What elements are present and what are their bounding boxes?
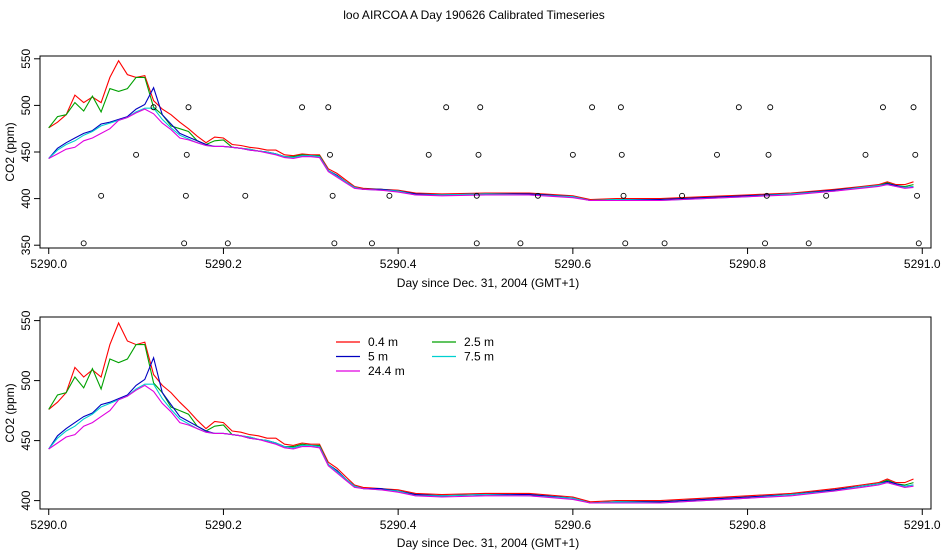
- scatter-point: [912, 151, 919, 158]
- x-tick-label: 5290.0: [30, 257, 67, 271]
- axis-ticks-bottom: 5290.0 5290.2 5290.4 5290.6 5290.8 5291.0 400 4…: [19, 310, 941, 532]
- scatter-point: [517, 240, 524, 247]
- scatter-point: [620, 192, 627, 199]
- series-line-24-4-m: [48, 384, 914, 504]
- scatter-point: [329, 192, 336, 199]
- scatter-point: [915, 240, 922, 247]
- scatter-point: [475, 151, 482, 158]
- chart-panel-top: CO2 (ppm) Day since Dec. 31, 2004 (GMT+1…: [3, 48, 941, 290]
- y-tick-label: 450: [19, 430, 33, 450]
- y-tick-label: 550: [19, 310, 33, 330]
- scatter-point: [767, 104, 774, 111]
- scatter-point: [679, 192, 685, 199]
- x-tick-label: 5290.0: [30, 518, 67, 532]
- scatter-point: [242, 192, 249, 199]
- y-tick-label: 500: [19, 370, 33, 390]
- series-line-0-4-m: [48, 321, 914, 503]
- x-tick-label: 5290.8: [729, 257, 766, 271]
- scatter-point: [182, 192, 189, 199]
- scatter-point: [185, 104, 192, 111]
- legend-label: 2.5 m: [464, 335, 494, 349]
- figure-title: loo AIRCOA A Day 190626 Calibrated Times…: [343, 8, 604, 22]
- scatter-point: [473, 240, 480, 247]
- scatter-point: [880, 104, 886, 111]
- plot-frame-top: [39, 55, 932, 249]
- scatter-point: [386, 192, 393, 199]
- scatter-points-top: [80, 104, 922, 247]
- plot-frame-bottom: [39, 316, 932, 510]
- series-line-2-5-m: [48, 344, 914, 504]
- chart-panel-bottom: CO2 (ppm) Day since Dec. 31, 2004 (GMT+1…: [3, 310, 941, 550]
- y-tick-label: 550: [19, 48, 33, 68]
- x-tick-label: 5290.6: [555, 518, 592, 532]
- scatter-point: [477, 104, 484, 111]
- series-line-0-4-m: [48, 59, 914, 201]
- scatter-point: [589, 104, 596, 111]
- scatter-point: [661, 240, 668, 247]
- scatter-point: [762, 240, 768, 247]
- legend-label: 24.4 m: [368, 364, 405, 378]
- scatter-point: [150, 104, 157, 111]
- axis-ticks-top: 5290.0 5290.2 5290.4 5290.6 5290.8 5291.0 350 4…: [19, 48, 941, 271]
- x-tick-label: 5290.2: [205, 518, 242, 532]
- scatter-point: [183, 151, 190, 158]
- scatter-point: [910, 104, 917, 111]
- scatter-point: [443, 104, 450, 111]
- scatter-point: [473, 192, 480, 199]
- x-tick-label: 5291.0: [904, 257, 941, 271]
- scatter-point: [569, 151, 576, 158]
- scatter-point: [80, 240, 87, 247]
- y-tick-label: 400: [19, 188, 33, 208]
- scatter-point: [133, 151, 140, 158]
- legend: 0.4 m 2.5 m 5 m 7.5 m 24.4 m: [336, 335, 494, 378]
- scatter-point: [735, 104, 742, 111]
- scatter-point: [765, 151, 772, 158]
- scatter-point: [534, 192, 541, 199]
- series-line-2-5-m: [48, 76, 914, 202]
- scatter-point: [98, 192, 105, 199]
- scatter-point: [862, 151, 869, 158]
- legend-label: 7.5 m: [464, 350, 494, 364]
- scatter-point: [325, 104, 332, 111]
- scatter-point: [181, 240, 188, 247]
- x-tick-label: 5291.0: [904, 518, 941, 532]
- series-lines-top: [48, 59, 914, 202]
- scatter-point: [368, 240, 375, 247]
- scatter-point: [327, 151, 333, 158]
- legend-label: 5 m: [368, 350, 388, 364]
- scatter-point: [224, 240, 231, 247]
- y-tick-label: 500: [19, 95, 33, 115]
- y-tick-label: 350: [19, 235, 33, 255]
- x-tick-label: 5290.4: [380, 518, 417, 532]
- scatter-point: [763, 192, 770, 199]
- series-line-24-4-m: [48, 108, 914, 202]
- x-tick-label: 5290.6: [555, 257, 592, 271]
- y-tick-label: 400: [19, 490, 33, 510]
- scatter-point: [823, 192, 830, 199]
- scatter-point: [299, 104, 306, 111]
- scatter-point: [425, 151, 432, 158]
- y-axis-label-bottom: CO2 (ppm): [3, 383, 17, 442]
- scatter-point: [805, 240, 812, 247]
- scatter-point: [714, 151, 720, 158]
- scatter-point: [914, 192, 920, 199]
- legend-label: 0.4 m: [368, 335, 398, 349]
- scatter-point: [618, 151, 625, 158]
- scatter-point: [331, 240, 338, 247]
- x-tick-label: 5290.8: [729, 518, 766, 532]
- scatter-point: [617, 104, 624, 111]
- y-axis-label-top: CO2 (ppm): [3, 122, 17, 181]
- x-axis-label-top: Day since Dec. 31, 2004 (GMT+1): [397, 276, 579, 290]
- series-line-5-m: [48, 356, 914, 504]
- series-lines-bottom: [48, 321, 914, 504]
- scatter-point: [622, 240, 629, 247]
- x-tick-label: 5290.4: [380, 257, 417, 271]
- y-tick-label: 450: [19, 142, 33, 162]
- series-line-7-5-m: [48, 383, 914, 504]
- x-tick-label: 5290.2: [205, 257, 242, 271]
- x-axis-label-bottom: Day since Dec. 31, 2004 (GMT+1): [397, 536, 579, 550]
